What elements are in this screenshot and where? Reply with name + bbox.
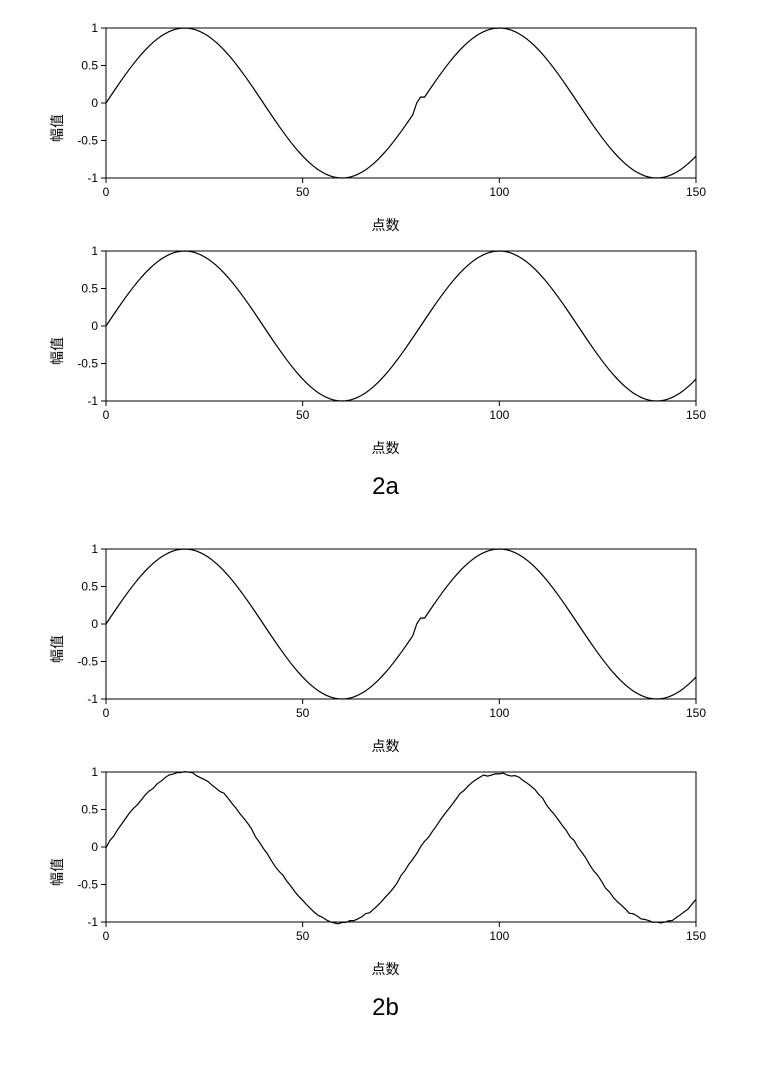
y-tick-label: -1	[87, 394, 98, 408]
y-tick-label: -0.5	[77, 357, 98, 371]
y-axis-label: 幅值	[47, 337, 67, 365]
y-axis-label: 幅值	[47, 635, 67, 663]
y-tick-label: -1	[87, 915, 98, 929]
x-axis-label: 点数	[51, 438, 721, 458]
x-tick-label: 100	[489, 929, 509, 943]
y-tick-label: 0.5	[81, 580, 98, 594]
x-tick-label: 150	[685, 929, 705, 943]
y-tick-label: 1	[91, 21, 98, 35]
line-chart: -1 -0.5 0 0.5 1 0 50 100 150	[51, 541, 706, 734]
x-tick-label: 0	[102, 408, 109, 422]
y-tick-label: -0.5	[77, 655, 98, 669]
figure-page: -1-0.500.51050100150幅值点数-1-0.500.5105010…	[20, 20, 751, 1022]
figure-group-label: 2a	[20, 473, 751, 501]
x-tick-label: 0	[102, 929, 109, 943]
series-line	[106, 251, 696, 401]
line-chart: -1 -0.5 0 0.5 1 0 50 100 150	[51, 20, 706, 213]
x-tick-label: 100	[489, 706, 509, 720]
line-chart: -1 -0.5 0 0.5 1 0 50 100 150	[51, 243, 706, 436]
chart-container: -1-0.500.51050100150幅值点数	[51, 243, 721, 458]
x-tick-label: 50	[295, 929, 309, 943]
series-line	[106, 28, 696, 178]
y-tick-label: 1	[91, 244, 98, 258]
y-tick-label: -0.5	[77, 134, 98, 148]
figure-group: -1-0.500.51050100150幅值点数-1-0.500.5105010…	[20, 20, 751, 501]
y-tick-label: 1	[91, 542, 98, 556]
figure-group-label: 2b	[20, 994, 751, 1022]
x-axis-label: 点数	[51, 959, 721, 979]
y-axis-label: 幅值	[47, 114, 67, 142]
plot-border	[106, 251, 696, 401]
y-tick-label: 0.5	[81, 803, 98, 817]
plot-border	[106, 772, 696, 922]
y-tick-label: 0.5	[81, 59, 98, 73]
y-tick-label: 1	[91, 765, 98, 779]
x-tick-label: 150	[685, 706, 705, 720]
x-tick-label: 50	[295, 706, 309, 720]
plot-border	[106, 549, 696, 699]
y-tick-label: 0.5	[81, 282, 98, 296]
chart-container: -1-0.500.51050100150幅值点数	[51, 764, 721, 979]
chart-container: -1-0.500.51050100150幅值点数	[51, 20, 721, 235]
x-tick-label: 100	[489, 185, 509, 199]
figure-group: -1-0.500.51050100150幅值点数-1-0.500.5105010…	[20, 541, 751, 1022]
x-tick-label: 50	[295, 408, 309, 422]
x-tick-label: 0	[102, 185, 109, 199]
chart-container: -1-0.500.51050100150幅值点数	[51, 541, 721, 756]
y-tick-label: 0	[91, 319, 98, 333]
y-tick-label: 0	[91, 617, 98, 631]
series-line	[106, 549, 696, 699]
x-axis-label: 点数	[51, 736, 721, 756]
x-tick-label: 150	[685, 185, 705, 199]
x-axis-label: 点数	[51, 215, 721, 235]
y-tick-label: -1	[87, 692, 98, 706]
y-axis-label: 幅值	[47, 858, 67, 886]
series-line	[106, 772, 696, 924]
y-tick-label: -1	[87, 171, 98, 185]
line-chart: -1 -0.5 0 0.5 1 0 50 100 150	[51, 764, 706, 957]
x-tick-label: 100	[489, 408, 509, 422]
x-tick-label: 150	[685, 408, 705, 422]
y-tick-label: -0.5	[77, 878, 98, 892]
y-tick-label: 0	[91, 96, 98, 110]
y-tick-label: 0	[91, 840, 98, 854]
plot-border	[106, 28, 696, 178]
x-tick-label: 0	[102, 706, 109, 720]
x-tick-label: 50	[295, 185, 309, 199]
